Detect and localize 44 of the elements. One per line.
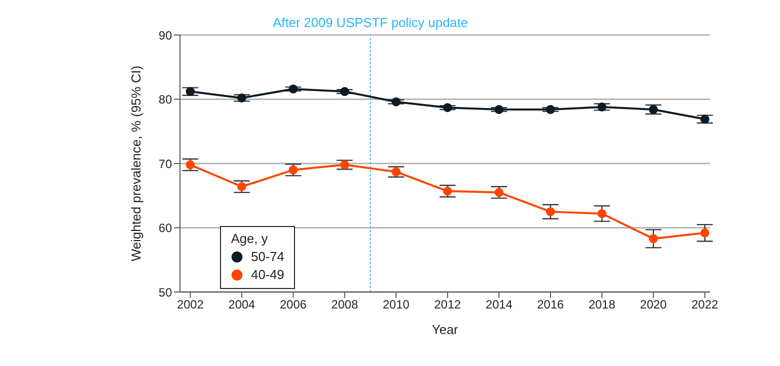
point bbox=[494, 105, 504, 114]
point bbox=[237, 93, 246, 102]
ref-line-label: After 2009 USPSTF policy update bbox=[272, 15, 468, 30]
point bbox=[700, 228, 710, 238]
x-tick-label: 2022 bbox=[692, 298, 719, 312]
point bbox=[340, 160, 350, 170]
y-tick-label: 60 bbox=[158, 221, 172, 236]
x-tick-label: 2016 bbox=[537, 298, 564, 312]
point bbox=[186, 160, 195, 170]
y-tick-label: 80 bbox=[158, 92, 172, 107]
point bbox=[546, 207, 555, 216]
point bbox=[494, 188, 504, 197]
legend-label: 50-74 bbox=[251, 248, 284, 266]
point bbox=[648, 234, 658, 244]
x-tick-label: 2004 bbox=[228, 298, 256, 312]
x-tick-label: 2002 bbox=[176, 298, 204, 312]
point bbox=[597, 209, 606, 218]
x-tick-label: 2018 bbox=[588, 298, 616, 312]
legend-label: 40-49 bbox=[251, 266, 284, 284]
point bbox=[392, 97, 401, 106]
point bbox=[443, 103, 452, 112]
x-axis-title: Year bbox=[432, 322, 459, 337]
point bbox=[648, 105, 658, 114]
point bbox=[288, 84, 298, 94]
point bbox=[340, 87, 350, 96]
y-tick-label: 90 bbox=[158, 28, 172, 42]
x-tick-label: 2012 bbox=[434, 298, 462, 312]
point bbox=[237, 182, 246, 192]
x-tick-label: 2020 bbox=[640, 298, 668, 312]
x-tick-label: 2006 bbox=[280, 298, 307, 312]
x-tick-label: 2008 bbox=[331, 298, 358, 312]
point bbox=[392, 167, 401, 176]
point bbox=[288, 165, 298, 174]
y-axis-title: Weighted prevalence, % (95% CI) bbox=[128, 66, 144, 262]
point bbox=[546, 105, 555, 114]
point bbox=[443, 186, 452, 196]
legend-title: Age, y bbox=[231, 231, 269, 246]
point bbox=[597, 102, 606, 112]
y-tick-label: 70 bbox=[158, 156, 172, 171]
x-tick-label: 2010 bbox=[382, 298, 410, 312]
point bbox=[186, 87, 195, 96]
x-tick-label: 2014 bbox=[486, 298, 513, 312]
y-tick-label: 50 bbox=[158, 285, 172, 300]
point bbox=[700, 114, 710, 124]
